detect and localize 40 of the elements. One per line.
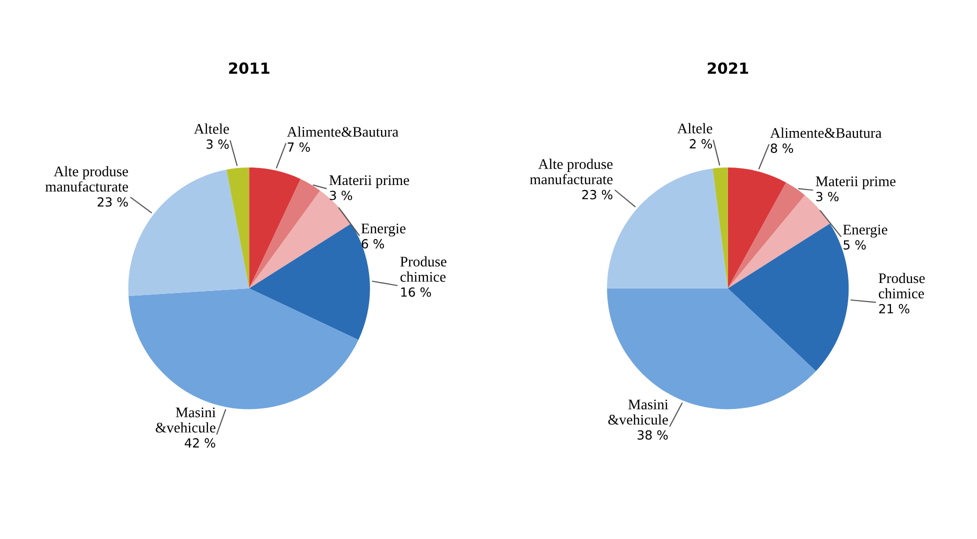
pie-slice <box>226 168 250 288</box>
slice-label: Masini &vehicule <box>608 400 668 425</box>
data-label: 38 % <box>638 430 668 440</box>
data-label: 16 % <box>401 287 431 297</box>
slice-label: Altele <box>677 123 712 134</box>
data-label: 23 % <box>582 190 612 200</box>
slice-label: Produse chimice <box>878 272 925 298</box>
chart-title: 2011 <box>229 62 270 74</box>
data-label: 42 % <box>184 438 216 448</box>
data-label: 2 % <box>690 139 712 148</box>
pie-slice <box>607 288 816 410</box>
chart-title: 2021 <box>708 62 748 74</box>
data-label: 21 % <box>879 304 910 314</box>
data-label: 8 % <box>770 143 794 153</box>
slice-label: Altele <box>194 124 229 134</box>
slice-label: Alte produse manufacturate <box>45 166 128 192</box>
data-label: 3 % <box>330 190 352 200</box>
slice-label: Energie <box>361 224 406 236</box>
pie-slice <box>249 190 352 288</box>
slice-label: Produse chimice <box>400 256 446 282</box>
pie-slice <box>128 288 358 410</box>
data-label: 3 % <box>206 139 229 149</box>
slice-label: Alte produse manufacturate <box>530 158 613 184</box>
data-label: 3 % <box>816 192 839 202</box>
slice-label: Materii prime <box>816 176 896 190</box>
pie-slice <box>728 168 786 288</box>
pie-slice <box>249 168 301 288</box>
data-label: 6 % <box>362 239 384 249</box>
pie-slice <box>128 170 250 296</box>
data-label: 5 % <box>844 240 866 250</box>
slice-label: Materii prime <box>329 175 410 188</box>
pie-slice <box>728 182 805 288</box>
slice-label: Masini &vehicule <box>156 408 216 433</box>
data-label: 23 % <box>98 197 128 207</box>
slice-label: Alimente&Bautura <box>286 126 398 137</box>
slice-label: Alimente&Bautura <box>770 128 882 138</box>
pie-slice <box>249 179 320 288</box>
pie-slice <box>712 168 728 288</box>
data-label: 7 % <box>288 142 310 152</box>
slice-label: Energie <box>843 224 888 238</box>
